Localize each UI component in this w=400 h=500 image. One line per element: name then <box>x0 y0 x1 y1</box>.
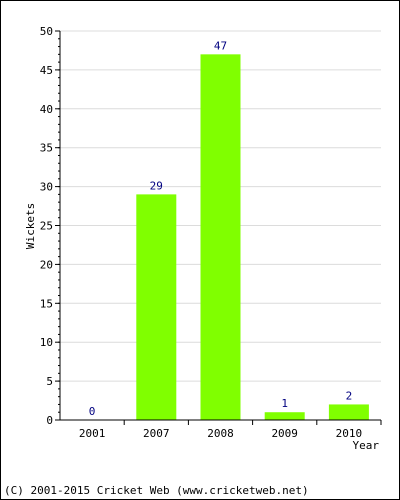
x-tick-label: 2007 <box>143 427 170 440</box>
bar <box>136 194 177 420</box>
data-label: 1 <box>281 397 288 410</box>
y-tick-label: 30 <box>40 181 53 194</box>
y-tick-label: 20 <box>40 258 53 271</box>
axes <box>55 30 382 425</box>
bar <box>264 412 305 420</box>
y-tick-labels: 0 5 10 15 20 25 30 35 40 45 50 <box>40 25 53 427</box>
x-tick-label: 2001 <box>79 427 106 440</box>
x-tick-label: 2009 <box>271 427 298 440</box>
bars <box>136 54 369 421</box>
bar <box>200 54 241 421</box>
y-tick-label: 10 <box>40 336 53 349</box>
copyright-footer: (C) 2001-2015 Cricket Web (www.cricketwe… <box>4 484 309 497</box>
data-label: 0 <box>89 405 96 418</box>
bar <box>328 404 369 420</box>
data-label: 47 <box>214 39 227 52</box>
data-labels: 0 29 47 1 2 <box>89 39 352 418</box>
y-tick-label: 45 <box>40 64 53 77</box>
y-axis-label: Wickets <box>24 203 37 249</box>
y-tick-label: 15 <box>40 297 53 310</box>
x-tick-label: 2010 <box>336 427 363 440</box>
x-tick-label: 2008 <box>207 427 234 440</box>
y-tick-label: 5 <box>46 375 53 388</box>
data-label: 2 <box>346 389 353 402</box>
data-label: 29 <box>150 179 163 192</box>
y-tick-label: 25 <box>40 220 53 233</box>
y-tick-label: 50 <box>40 25 53 38</box>
x-axis-label: Year <box>353 439 380 452</box>
y-tick-label: 40 <box>40 103 53 116</box>
x-tick-labels: 2001 2007 2008 2009 2010 <box>79 427 362 440</box>
y-tick-label: 0 <box>46 414 53 427</box>
y-tick-label: 35 <box>40 142 53 155</box>
